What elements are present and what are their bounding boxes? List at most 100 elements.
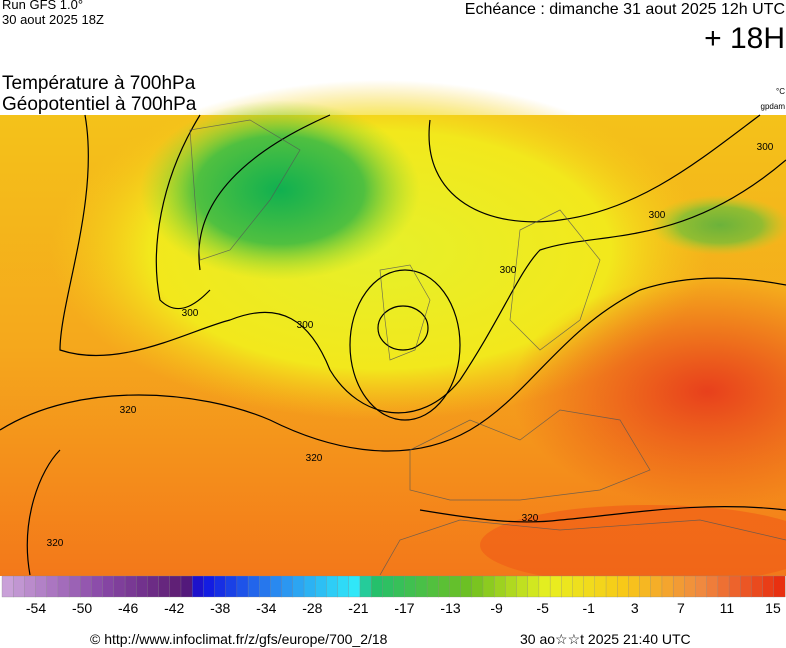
run: Run GFS 1.0° [2,0,83,12]
colorbar-swatch [315,575,327,598]
contour-label: 300 [649,210,666,221]
contour-label: 320 [120,405,137,416]
colorbar-label: 11 [720,600,735,616]
contour-label: 320 [522,513,539,524]
colorbar-swatch [449,575,462,598]
colorbar-swatch [438,575,450,598]
colorbar-swatch [303,575,316,598]
colorbar-swatch [91,575,104,598]
colorbar-swatch [684,575,696,598]
colorbar-swatch [617,575,629,598]
colorbar-swatch [728,575,741,598]
colorbar-swatch [549,575,562,598]
colorbar-swatch [672,575,685,598]
colorbar-label: -1 [582,600,595,616]
colorbar-swatch [605,575,618,598]
unit-1: °C [776,87,785,96]
colorbar-label: 7 [677,600,685,616]
colorbar-label: 15 [765,600,781,616]
colorbar: -54 -50 -46 -42 -38 -34 -28 -21 -17 -13 -9 -5 -1 3 7 11… [1,575,786,616]
colorbar-swatch [203,575,215,598]
colorbar-swatch [147,575,160,598]
colorbar-swatch [270,575,283,598]
colorbar-swatch [415,575,428,598]
header: Run GFS 1.0° 30 aout 2025 18Z Echéance :… [2,0,785,115]
colorbar-swatch [561,575,573,598]
colorbar-swatch [57,575,70,598]
colorbar-swatch [538,575,551,598]
colorbar-swatch [404,575,417,598]
colorbar-label: -50 [72,600,92,616]
colorbar-swatch [695,575,708,598]
colorbar-swatch [259,575,271,598]
colorbar-swatch [247,575,260,598]
colorbar-swatch [214,575,227,598]
contour-label: 320 [47,538,64,549]
colorbar-swatch [348,575,361,598]
colorbar-swatch [751,575,764,598]
contour-label: 300 [500,265,517,276]
colorbar-swatch [594,575,607,598]
colorbar-swatch [773,575,786,598]
colorbar-swatch [482,575,495,598]
colorbar-label: -28 [302,600,322,616]
colorbar-swatch [35,575,48,598]
contour-label: 300 [297,320,314,331]
colorbar-swatch [740,575,752,598]
colorbar-label: -13 [440,600,460,616]
colorbar-swatch [359,575,372,598]
lead-time: + 18H [704,22,785,55]
colorbar-swatch [471,575,484,598]
colorbar-swatch [382,575,394,598]
source-url: © http://www.infoclimat.fr/z/gfs/europe/… [90,631,388,647]
colorbar-swatch [13,575,25,598]
colorbar-swatch [136,575,148,598]
title-2: Géopotentiel à 700hPa [2,94,197,115]
colorbar-swatch [124,575,137,598]
colorbar-swatch [1,575,14,598]
colorbar-swatch [494,575,506,598]
colorbar-label: -46 [118,600,138,616]
colorbar-label: 3 [631,600,639,616]
colorbar-swatch [337,575,350,598]
colorbar-swatch [24,575,37,598]
colorbar-swatch [661,575,674,598]
colorbar-swatch [225,575,238,598]
title-1: Température à 700hPa [2,73,196,94]
colorbar-swatch [505,575,517,598]
colorbar-label: -21 [348,600,368,616]
colorbar-swatch [326,575,339,598]
colorbar-label: -17 [394,600,414,616]
colorbar-swatch [236,575,249,598]
colorbar-swatch [650,575,663,598]
colorbar-swatch [527,575,540,598]
colorbar-swatch [158,575,171,598]
colorbar-swatch [192,575,204,598]
colorbar-swatch [717,575,730,598]
colorbar-label: -5 [536,600,549,616]
colorbar-swatch [762,575,775,598]
generated-time: 30 ao☆☆t 2025 21:40 UTC [520,631,691,647]
colorbar-swatch [516,575,529,598]
colorbar-swatch [102,575,115,598]
colorbar-swatch [628,575,641,598]
colorbar-swatch [583,575,596,598]
colorbar-swatch [706,575,719,598]
contour-label: 300 [757,142,774,153]
unit-2: gpdam [761,102,786,111]
colorbar-swatch [180,575,193,598]
colorbar-label: -34 [256,600,276,616]
colorbar-swatch [572,575,585,598]
colorbar-label: -54 [26,600,46,616]
colorbar-swatch [113,575,126,598]
colorbar-swatch [281,575,294,598]
map: 300 300 300 300 300 320 320 320 320 [0,80,786,585]
colorbar-swatch [292,575,305,598]
colorbar-swatch [426,575,439,598]
colorbar-swatch [639,575,652,598]
colorbar-swatch [80,575,92,598]
contour-label: 300 [182,308,199,319]
colorbar-swatch [169,575,182,598]
colorbar-swatch [46,575,59,598]
